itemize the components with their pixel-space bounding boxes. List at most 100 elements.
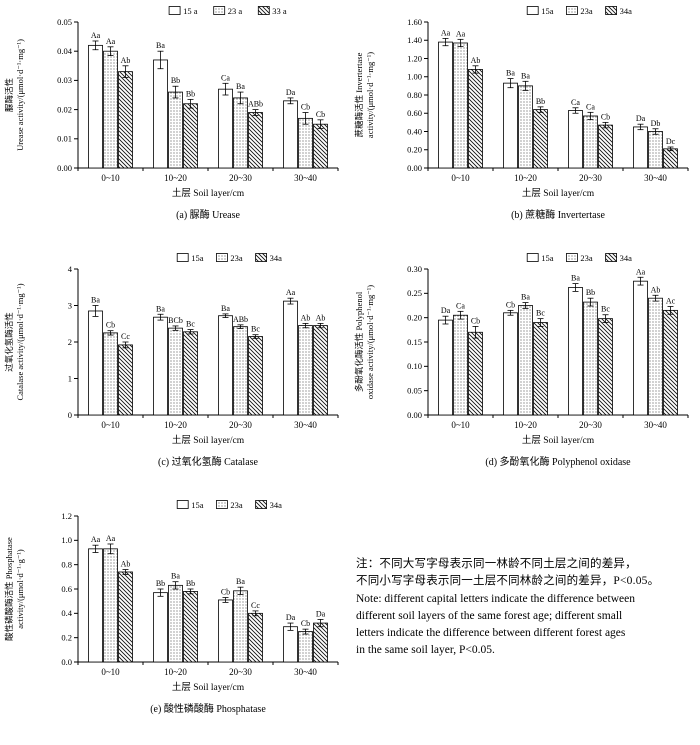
error-bar: [92, 40, 99, 51]
y-tick-label: 0.04: [57, 46, 73, 56]
legend-label: 23 a: [228, 6, 243, 16]
error-bar: [507, 78, 514, 89]
series-34a: Ab Bb Cc Da: [118, 560, 328, 663]
bar: [298, 325, 313, 416]
sig-label: Cc: [251, 601, 260, 610]
legend-swatch-dots: [213, 6, 226, 15]
bar: [453, 314, 468, 416]
bar: [118, 344, 133, 416]
x-tick-label: 30~40: [294, 667, 317, 677]
series-23a: Aa Bb Ba Cb: [103, 37, 313, 169]
sig-label: Ba: [236, 577, 245, 586]
error-bar: [472, 65, 479, 74]
legend: 15a 23a 34a: [176, 253, 282, 263]
sig-label: Aa: [91, 31, 101, 40]
bar: [233, 590, 248, 663]
bar: [153, 592, 168, 663]
x-tick-label: 20~30: [229, 173, 252, 183]
error-bar: [572, 107, 579, 114]
sig-label: Bb: [171, 76, 180, 85]
y-tick-label: 3: [68, 300, 72, 310]
error-bar: [222, 597, 229, 603]
y-tick-label: 0.80: [407, 90, 422, 100]
y-tick-label: 0.15: [407, 337, 422, 347]
series-23a: Ca Ba Bb Ab: [453, 285, 663, 416]
y-tick-label: 1.2: [61, 511, 72, 521]
legend-label: 15a: [541, 6, 554, 16]
error-bar: [122, 65, 129, 78]
legend-swatch-hatch: [605, 6, 618, 15]
legend-swatch-open: [526, 253, 539, 262]
sig-label: Bb: [186, 579, 195, 588]
bar: [663, 148, 678, 169]
legend-label: 15a: [541, 253, 554, 263]
series-23a: Aa Ba Ca Db: [453, 29, 663, 169]
sig-label: Ca: [571, 98, 580, 107]
error-bar: [457, 310, 464, 320]
sig-label: Bc: [601, 305, 610, 314]
bar: [183, 103, 198, 169]
bar: [583, 115, 598, 169]
series-15a: Aa Ba Ca Da: [438, 28, 648, 169]
y-axis-title-line2: activity/(μmol·d⁻¹·mg⁻¹): [365, 52, 375, 138]
bar: [88, 548, 103, 663]
error-bar: [107, 543, 114, 555]
sig-label: Ba: [521, 293, 530, 302]
legend-swatch-open: [176, 500, 189, 509]
bar: [298, 631, 313, 663]
y-tick-label: 0.01: [57, 134, 72, 144]
bar: [118, 571, 133, 663]
bar: [168, 91, 183, 169]
bar: [88, 44, 103, 169]
error-bar: [637, 123, 644, 131]
y-axis-title-line1: 脲酶活性: [4, 78, 14, 113]
sig-label: Bb: [586, 288, 595, 297]
bar: [503, 312, 518, 416]
error-bar: [522, 302, 529, 309]
error-bar: [442, 315, 449, 325]
y-tick-label: 1.60: [407, 17, 422, 27]
error-bar: [302, 112, 309, 125]
sig-label: Cb: [301, 619, 310, 628]
bar: [648, 131, 663, 169]
sig-label: Ba: [91, 296, 100, 305]
x-tick-label: 0~10: [451, 173, 470, 183]
bar: [468, 331, 483, 416]
bar: [503, 82, 518, 169]
x-tick-label: 0~10: [101, 173, 120, 183]
error-bar: [222, 313, 229, 318]
chart-catalase: 0 1 2 3 4 0~10 10~20 20~30 30~40 Ba Ba Ba Aa Cb BCb ABb…: [2, 249, 348, 493]
bar: [183, 331, 198, 416]
legend-swatch-dots: [565, 253, 578, 262]
y-tick-label: 0.60: [407, 108, 422, 118]
legend: 15 a 23 a 33 a: [168, 6, 287, 16]
note-line: 注：不同大写字母表示同一林龄不同土层之间的差异，: [356, 558, 637, 570]
error-bar: [157, 50, 164, 70]
error-bar: [587, 297, 594, 307]
legend-label: 23a: [580, 253, 593, 263]
chart-phosphatase: 0.0 0.2 0.4 0.6 0.8 1.0 1.2 0~10 10~20 20~30 30~40…: [2, 496, 348, 740]
error-bar: [107, 46, 114, 56]
legend-label: 23a: [230, 253, 243, 263]
legend-swatch-dots: [215, 253, 228, 262]
error-bar: [287, 622, 294, 631]
bar: [153, 316, 168, 416]
bar: [438, 41, 453, 169]
error-bar: [522, 80, 529, 91]
y-tick-label: 1: [68, 373, 72, 383]
bar: [103, 50, 118, 169]
y-tick-label: 0.4: [61, 608, 72, 618]
note-line: in the same soil layer, P<0.05.: [356, 644, 495, 657]
x-tick-label: 10~20: [514, 173, 537, 183]
y-axis-title-line2: oxidase activity/(μmol·d⁻¹·mg⁻¹): [365, 285, 375, 399]
error-bar: [287, 297, 294, 305]
error-bar: [587, 111, 594, 121]
series-33a: Ab Bb ABb Cb: [118, 56, 328, 169]
y-tick-label: 0.00: [57, 163, 72, 173]
x-tick-label: 30~40: [644, 173, 667, 183]
x-tick-label: 0~10: [101, 667, 120, 677]
chart-urease: 0.00 0.01 0.02 0.03 0.04 0.05 0~10 10~20 20~30 30…: [2, 2, 348, 246]
series-15a: Ba Ba Ba Aa: [88, 288, 298, 416]
sig-label: Ba: [236, 82, 245, 91]
sig-label: Ac: [666, 296, 676, 305]
